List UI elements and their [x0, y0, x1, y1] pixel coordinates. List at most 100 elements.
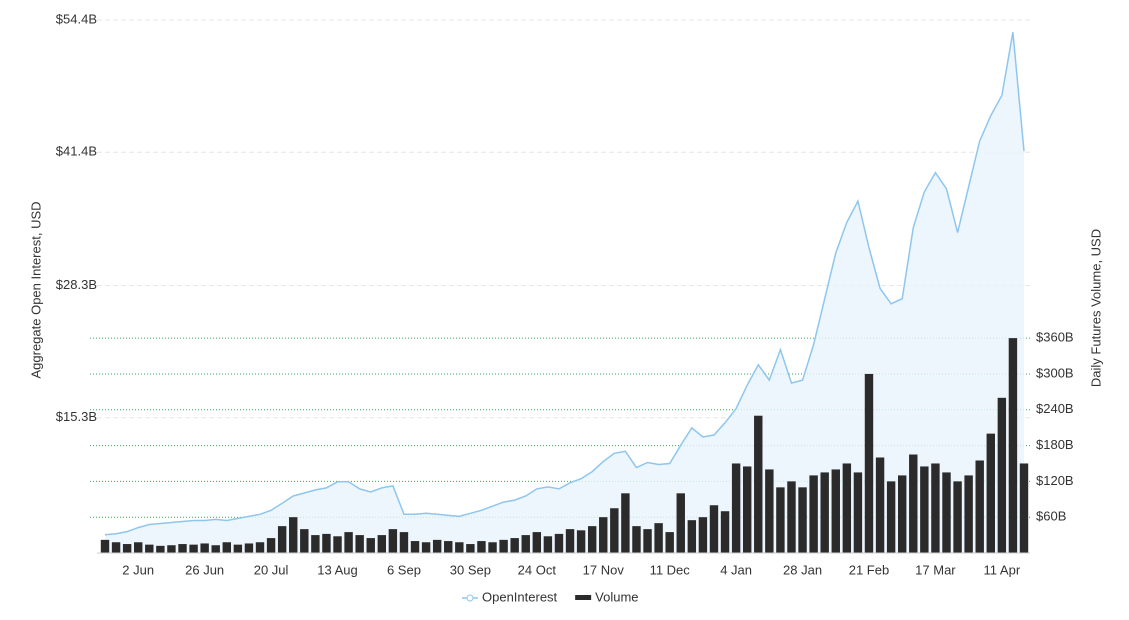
bar	[510, 538, 519, 553]
bar	[1008, 338, 1018, 553]
x-tick-label: 24 Oct	[518, 562, 557, 577]
line	[104, 32, 1025, 536]
bar	[167, 545, 176, 553]
bar	[145, 544, 154, 553]
bar	[587, 526, 597, 553]
x-tick-label: 2 Jun	[122, 562, 154, 577]
bar	[754, 415, 763, 553]
bar	[189, 544, 198, 553]
x-tick-label: 13 Aug	[317, 562, 358, 577]
bar	[731, 463, 741, 553]
bar	[931, 463, 940, 553]
bar	[111, 542, 121, 553]
bar	[798, 487, 807, 553]
y-axis-title: Aggregate Open Interest, USD	[28, 201, 43, 378]
bar	[942, 472, 951, 553]
bar	[1019, 463, 1029, 553]
y-tick-label: $41.4B	[56, 144, 97, 159]
bar	[809, 475, 818, 553]
bar	[289, 517, 298, 553]
bar	[975, 460, 984, 553]
y2-tick-label: $360B	[1036, 330, 1074, 345]
x-tick-label: 26 Jun	[185, 562, 224, 577]
y-tick-label: $15.3B	[56, 409, 97, 424]
y2-tick-label: $240B	[1036, 401, 1074, 416]
bar	[765, 469, 774, 553]
bar	[853, 472, 863, 553]
bar	[255, 542, 265, 553]
x-tick-label: 21 Feb	[849, 562, 889, 577]
x-tick-label: 30 Sep	[450, 562, 491, 577]
legend-symbol	[466, 594, 474, 602]
bar	[244, 543, 254, 553]
bar	[122, 544, 132, 553]
bar	[532, 532, 542, 553]
x-tick-label: 6 Sep	[387, 562, 421, 577]
y-tick-label: $54.4B	[56, 11, 97, 26]
bar	[632, 526, 641, 553]
bar	[488, 542, 497, 553]
bar	[886, 481, 896, 553]
x-tick-label: 11 Apr	[984, 562, 1021, 577]
bar	[776, 487, 785, 553]
bar	[864, 373, 874, 553]
bar	[355, 535, 364, 553]
bar	[543, 536, 553, 553]
bar	[455, 542, 464, 553]
bar	[842, 463, 852, 553]
legend-symbol	[575, 595, 592, 600]
y2-tick-label: $120B	[1036, 473, 1074, 488]
bar	[565, 529, 575, 553]
bar	[621, 493, 630, 553]
bar	[156, 545, 165, 553]
bar	[333, 536, 342, 553]
bar	[178, 544, 187, 553]
bar	[477, 541, 486, 553]
bar	[211, 545, 220, 553]
bar	[698, 517, 708, 553]
bar	[599, 517, 608, 553]
bar	[831, 469, 840, 553]
bar	[266, 538, 276, 553]
y2-tick-label: $60B	[1036, 509, 1066, 524]
bar	[377, 535, 387, 553]
bar	[499, 539, 508, 553]
bar	[233, 544, 243, 553]
bar	[610, 508, 619, 553]
bar	[521, 535, 530, 553]
bar	[277, 526, 287, 553]
area-fill	[105, 32, 1024, 553]
bar	[200, 543, 209, 553]
y2-tick-label: $180B	[1036, 437, 1074, 452]
bar	[554, 533, 564, 553]
bar	[432, 539, 442, 553]
x-tick-label: 17 Mar	[915, 562, 956, 577]
bar	[787, 481, 796, 553]
x-tick-label: 11 Dec	[650, 562, 691, 577]
bar	[997, 397, 1007, 553]
bar	[742, 466, 752, 553]
bar	[300, 529, 309, 553]
bar	[410, 541, 420, 553]
y2-tick-label: $300B	[1036, 365, 1074, 380]
bar	[986, 433, 995, 553]
bar	[665, 532, 674, 553]
y-tick-label: $28.3B	[56, 277, 97, 292]
bar	[643, 529, 652, 553]
bar	[654, 523, 663, 553]
bar	[964, 475, 973, 553]
bar	[134, 542, 143, 553]
bar	[953, 481, 962, 553]
bar	[709, 505, 719, 553]
bar	[466, 544, 475, 553]
x-tick-label: 4 Jan	[720, 562, 752, 577]
bar	[897, 475, 907, 553]
bar	[676, 493, 685, 553]
bar	[820, 472, 829, 553]
bar	[909, 454, 918, 553]
bar	[421, 542, 431, 553]
bar	[399, 532, 409, 553]
legend-label: OpenInterest	[482, 589, 558, 604]
bar	[100, 539, 110, 553]
